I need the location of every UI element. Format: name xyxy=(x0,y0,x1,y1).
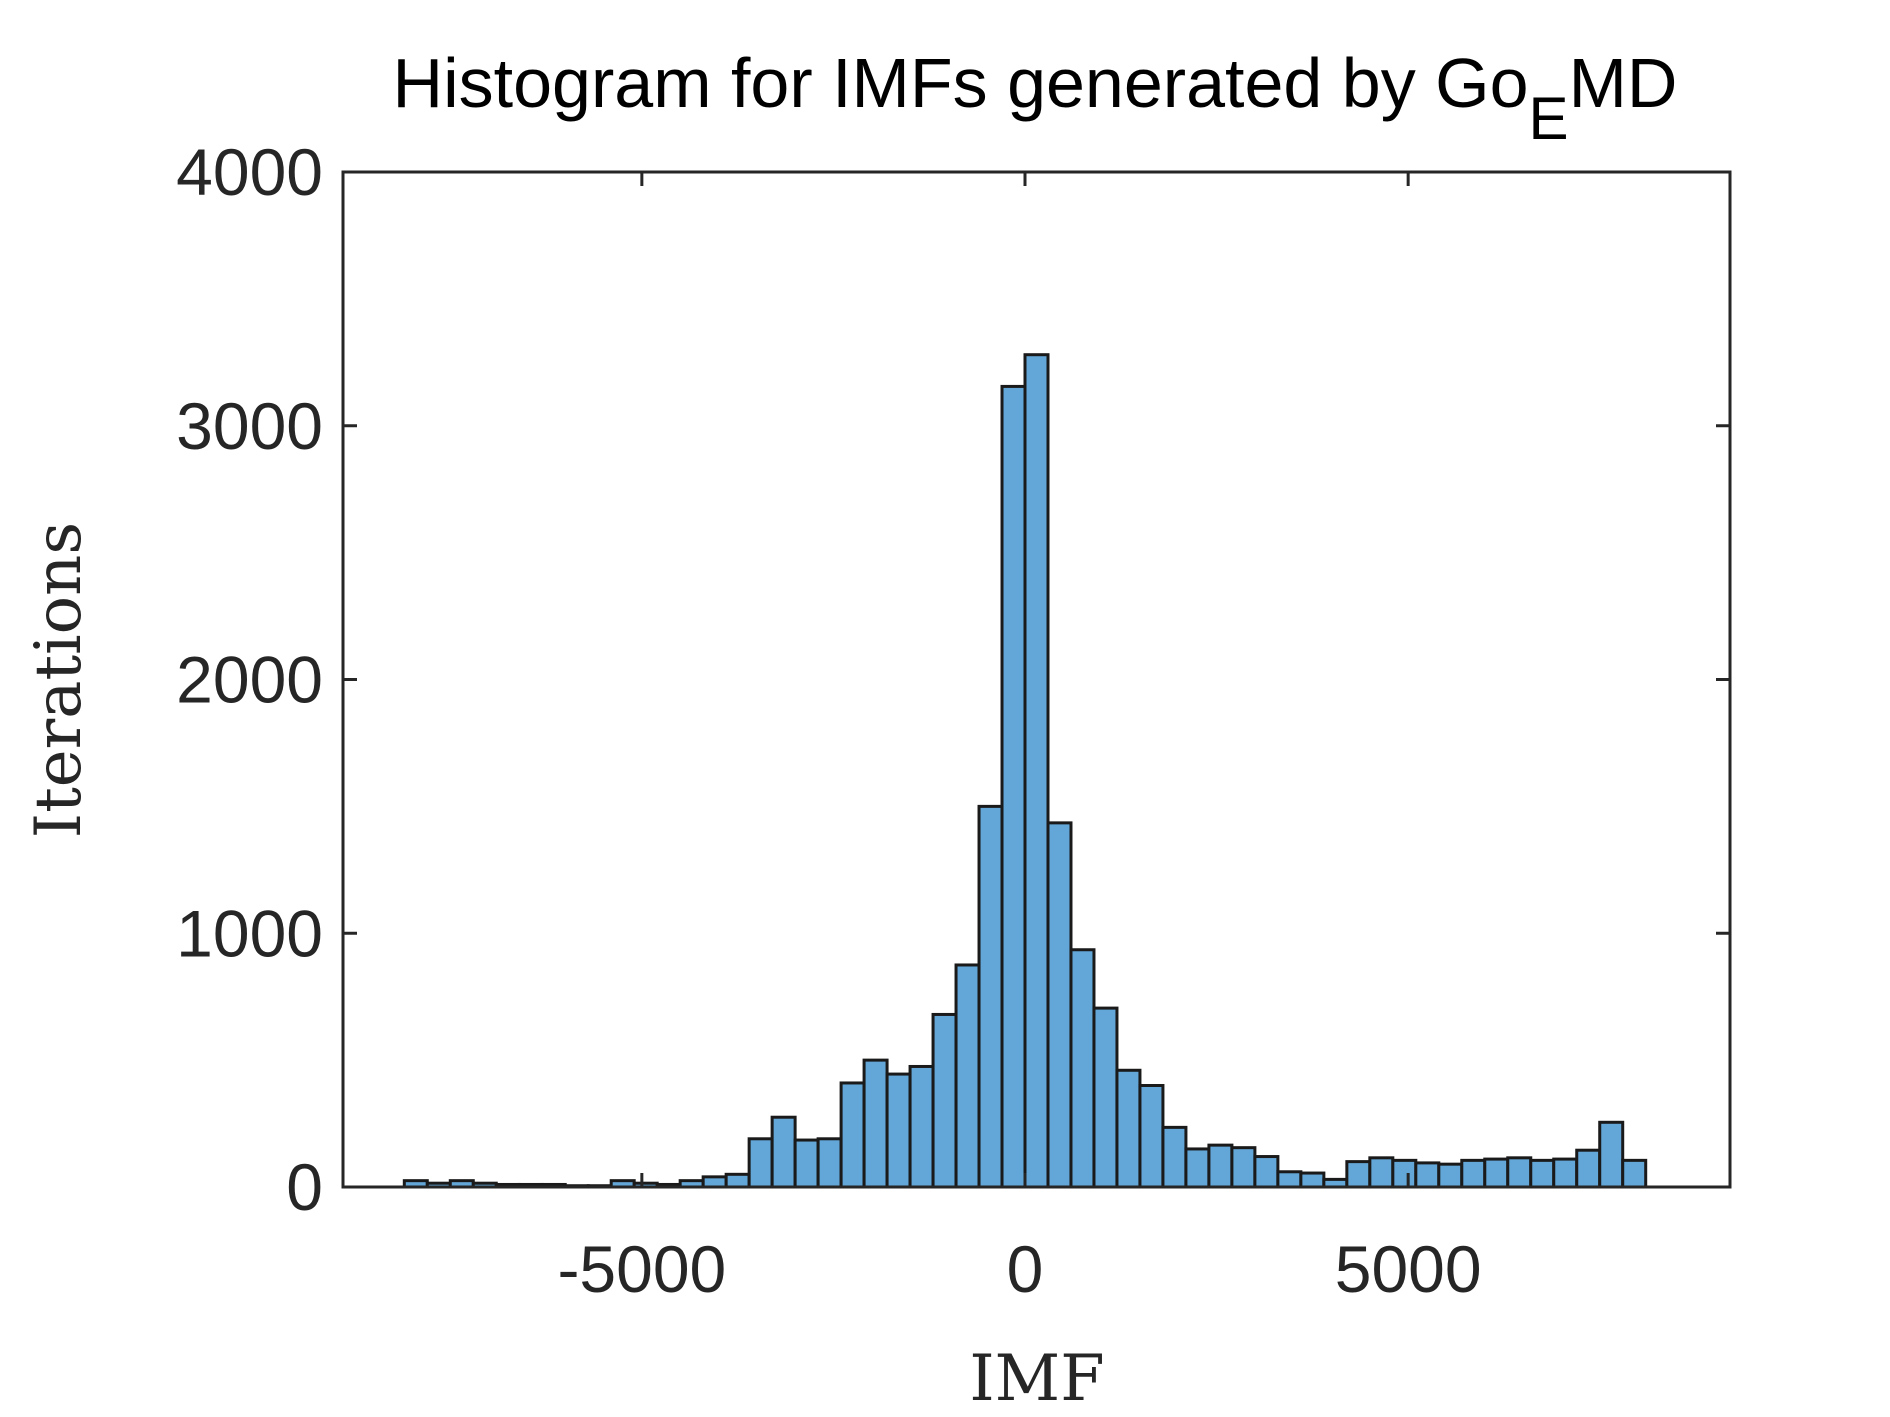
x-tick-label: 0 xyxy=(1007,1232,1044,1306)
bar xyxy=(1253,1155,1280,1189)
bar xyxy=(747,1137,774,1189)
title-suffix: MD xyxy=(1569,44,1678,122)
y-tick-label: 2000 xyxy=(176,643,323,717)
bar xyxy=(1345,1160,1372,1189)
bar xyxy=(1437,1162,1464,1189)
y-tick-label: 1000 xyxy=(176,896,323,970)
bar xyxy=(1161,1125,1188,1189)
bar xyxy=(793,1138,820,1189)
x-tick-label: -5000 xyxy=(557,1232,726,1306)
bar xyxy=(1092,1006,1119,1189)
bar xyxy=(885,1072,912,1189)
bar xyxy=(1069,948,1096,1189)
bar xyxy=(1000,384,1027,1189)
title-main: Histogram for IMFs generated by Go xyxy=(393,44,1529,122)
bar xyxy=(1506,1156,1533,1189)
bar xyxy=(1391,1158,1418,1189)
bar xyxy=(954,963,981,1189)
bar xyxy=(1598,1120,1625,1189)
bar xyxy=(1368,1156,1395,1189)
bar xyxy=(1414,1161,1441,1189)
bar xyxy=(724,1172,751,1189)
bar xyxy=(1529,1158,1556,1189)
bar xyxy=(1023,353,1050,1189)
bar xyxy=(1184,1147,1211,1189)
bar xyxy=(701,1175,728,1189)
bar xyxy=(1552,1157,1579,1189)
y-axis-label: Iterations xyxy=(22,522,96,838)
bar xyxy=(1138,1084,1165,1189)
y-tick-label: 0 xyxy=(286,1150,323,1224)
bar xyxy=(1621,1158,1648,1189)
x-tick-label: 5000 xyxy=(1335,1232,1482,1306)
bar xyxy=(816,1137,843,1189)
bar xyxy=(770,1115,797,1189)
bar xyxy=(1483,1157,1510,1189)
bar xyxy=(1276,1170,1303,1189)
title-subscript: E xyxy=(1529,85,1569,152)
bar xyxy=(1207,1143,1234,1189)
chart-title: Histogram for IMFs generated by GoEMD xyxy=(393,44,1678,152)
bar xyxy=(1046,821,1073,1189)
bar xyxy=(1460,1158,1487,1189)
bar xyxy=(1299,1171,1326,1189)
bar xyxy=(931,1012,958,1189)
x-axis-label: IMF xyxy=(969,1342,1104,1416)
bar xyxy=(1115,1068,1142,1189)
bar xyxy=(839,1081,866,1189)
y-tick-label: 3000 xyxy=(176,389,323,463)
bar xyxy=(1575,1148,1602,1189)
bar xyxy=(862,1058,889,1189)
y-tick-label: 4000 xyxy=(176,135,323,209)
bar xyxy=(977,804,1004,1189)
bar xyxy=(1230,1146,1257,1189)
bar xyxy=(908,1064,935,1189)
